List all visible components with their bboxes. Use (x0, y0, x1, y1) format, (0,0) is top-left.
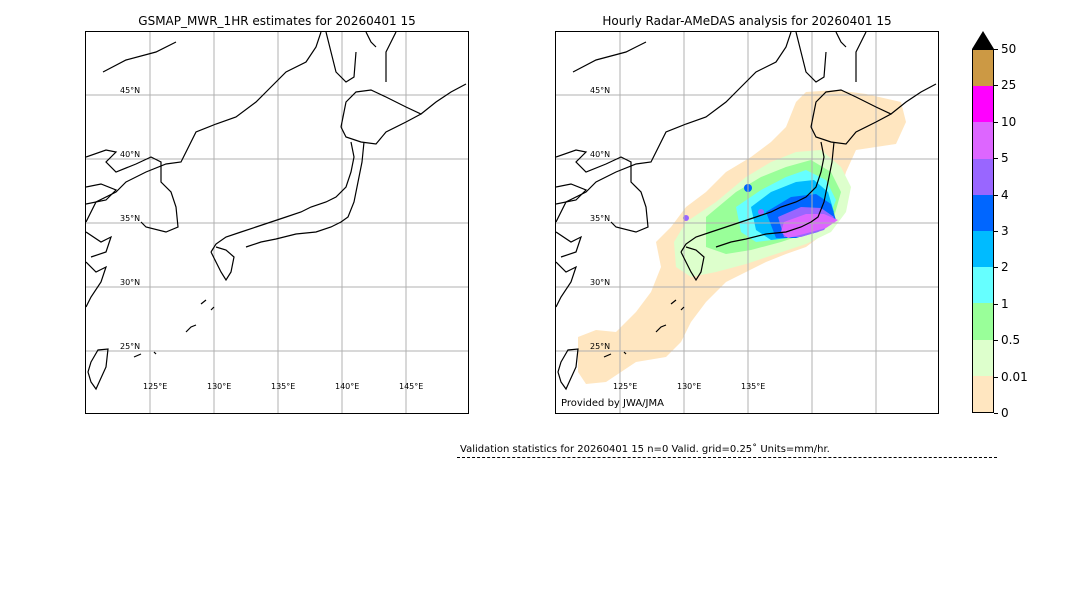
gridlines (556, 32, 938, 413)
lon-label: 125°E (143, 382, 168, 391)
validation-divider (457, 457, 997, 458)
lat-label: 35°N (120, 214, 141, 223)
lat-label: 45°N (120, 86, 141, 95)
colorbar-extend-triangle (972, 31, 994, 49)
lon-label: 145°E (399, 382, 424, 391)
lat-label: 30°N (120, 278, 141, 287)
colorbar-tick: 2 (994, 260, 1009, 274)
colorbar-seg-2-3 (973, 231, 993, 268)
right-map: 45°N 40°N 35°N 30°N 25°N 125°E 130°E 135… (555, 31, 939, 414)
lat-label: 35°N (590, 214, 611, 223)
colorbar-tick: 4 (994, 188, 1009, 202)
colorbar-tick: 25 (994, 78, 1016, 92)
colorbar-tick: 0.01 (994, 370, 1028, 384)
colorbar-tick: 10 (994, 115, 1016, 129)
colorbar-tick: 0 (994, 406, 1009, 420)
colorbar-seg-25-50 (973, 50, 993, 87)
colorbar-ticks: 50 25 10 5 4 3 2 1 0.5 0.01 0 (994, 42, 1054, 420)
lon-label: 130°E (207, 382, 232, 391)
data-credit: Provided by JWA/JMA (561, 398, 664, 409)
lon-label: 125°E (613, 382, 638, 391)
colorbar-tick: 0.5 (994, 333, 1020, 347)
colorbar-tick: 5 (994, 151, 1009, 165)
validation-statistics: Validation statistics for 20260401 15 n=… (460, 444, 830, 455)
lon-label: 135°E (271, 382, 296, 391)
colorbar-seg-0-0.01 (973, 375, 993, 413)
coastlines (556, 32, 937, 391)
gridlines (86, 32, 468, 413)
lon-label: 140°E (335, 382, 360, 391)
colorbar-tick: 1 (994, 297, 1009, 311)
lat-label: 45°N (590, 86, 611, 95)
colorbar-seg-1-2 (973, 267, 993, 304)
colorbar-seg-3-4 (973, 194, 993, 232)
lat-label: 30°N (590, 278, 611, 287)
colorbar-tick: 50 (994, 42, 1016, 56)
lat-label: 40°N (590, 150, 611, 159)
left-map: 45°N 40°N 35°N 30°N 25°N 125°E 130°E 135… (85, 31, 469, 414)
coastlines (86, 32, 467, 391)
lat-label: 25°N (590, 342, 611, 351)
lat-label: 25°N (120, 342, 141, 351)
left-map-svg (86, 32, 468, 413)
lat-label: 40°N (120, 150, 141, 159)
precipitation-field (578, 90, 906, 384)
colorbar-seg-5-10 (973, 122, 993, 159)
right-map-title: Hourly Radar-AMeDAS analysis for 2026040… (602, 14, 892, 28)
colorbar-tick: 3 (994, 224, 1009, 238)
lon-label: 130°E (677, 382, 702, 391)
colorbar (972, 49, 994, 413)
left-map-title: GSMAP_MWR_1HR estimates for 20260401 15 (138, 14, 416, 28)
colorbar-seg-0.5-1 (973, 303, 993, 340)
lon-label: 135°E (741, 382, 766, 391)
colorbar-seg-4-5 (973, 158, 993, 195)
right-map-svg (556, 32, 938, 413)
colorbar-seg-10-25 (973, 86, 993, 123)
colorbar-seg-0.01-0.5 (973, 339, 993, 376)
